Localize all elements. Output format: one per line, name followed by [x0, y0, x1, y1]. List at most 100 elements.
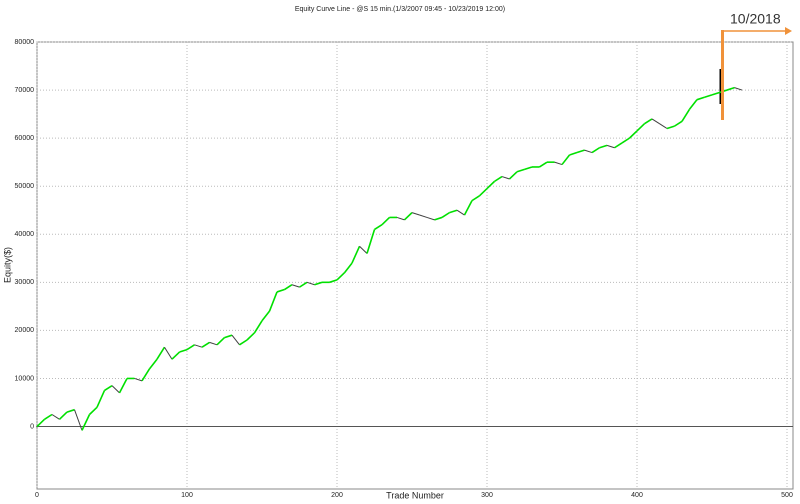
line-segment — [561, 154, 571, 166]
line-segment — [336, 272, 346, 281]
line-segment — [179, 348, 188, 353]
line-segment — [674, 120, 683, 127]
line-segment — [156, 346, 166, 360]
line-segment — [291, 284, 300, 288]
line-segment — [343, 262, 353, 274]
line-segment — [186, 344, 195, 351]
line-segment — [246, 332, 256, 341]
line-segment — [134, 377, 143, 382]
line-segment — [314, 281, 323, 286]
line-segment — [224, 334, 233, 339]
line-segment — [268, 291, 278, 312]
line-segment — [524, 166, 533, 171]
line-segment — [231, 334, 240, 346]
line-segment — [734, 87, 743, 91]
line-segment — [644, 118, 653, 125]
line-segment — [704, 94, 713, 99]
line-segment — [501, 176, 510, 180]
line-segment — [486, 180, 496, 190]
line-segment — [478, 188, 488, 197]
line-segment — [471, 195, 480, 202]
y-axis-label: Equity($) — [2, 247, 12, 283]
line-segment — [636, 123, 646, 132]
line-segment — [584, 149, 593, 154]
line-segment — [396, 216, 405, 221]
line-segment — [359, 245, 368, 254]
x-tick-label: 400 — [631, 492, 643, 499]
line-segment — [201, 341, 210, 348]
line-segment — [516, 168, 525, 173]
y-tick-label: 60000 — [15, 135, 35, 142]
x-tick-label: 200 — [331, 492, 343, 499]
y-tick-label: 80000 — [15, 39, 35, 46]
line-segment — [426, 216, 435, 221]
line-segment — [591, 147, 600, 154]
x-tick-label: 500 — [781, 492, 793, 499]
x-tick-label: 100 — [181, 492, 193, 499]
line-segment — [651, 118, 660, 125]
line-segment — [171, 351, 181, 360]
line-segment — [96, 390, 106, 408]
line-segment — [666, 125, 675, 130]
line-segment — [88, 406, 98, 416]
line-segment — [621, 137, 630, 144]
line-segment — [306, 281, 315, 286]
y-tick-label: 30000 — [15, 279, 35, 286]
x-tick-label: 300 — [481, 492, 493, 499]
x-tick-label: 0 — [35, 492, 39, 499]
line-segment — [276, 288, 285, 293]
line-segment — [688, 99, 698, 110]
line-segment — [261, 310, 271, 322]
line-segment — [681, 108, 691, 122]
annotation: 10/2018 — [730, 11, 781, 27]
line-segment — [726, 86, 735, 91]
line-segment — [463, 200, 473, 216]
line-segment — [194, 344, 203, 348]
y-tick-label: 70000 — [15, 87, 35, 94]
line-segment — [711, 91, 720, 96]
line-segment — [141, 368, 151, 382]
line-segment — [599, 144, 608, 149]
line-segment — [148, 358, 158, 370]
line-segment — [381, 216, 391, 226]
line-segment — [366, 229, 376, 254]
line-segment — [494, 175, 503, 183]
y-tick-label: 0 — [30, 423, 34, 430]
line-segment — [696, 96, 705, 101]
line-segment — [508, 171, 518, 180]
line-segment — [419, 214, 428, 218]
line-segment — [628, 130, 638, 139]
y-tick-label: 20000 — [15, 327, 35, 334]
line-segment — [66, 408, 75, 413]
line-segment — [434, 216, 443, 221]
line-segment — [441, 211, 450, 219]
line-segment — [539, 161, 548, 168]
line-segment — [403, 212, 413, 221]
line-segment — [104, 384, 113, 392]
line-segment — [51, 414, 60, 420]
line-segment — [216, 337, 226, 346]
line-segment — [614, 142, 623, 149]
x-axis-label: Trade Number — [386, 490, 444, 500]
line-segment — [36, 418, 46, 428]
line-segment — [329, 279, 338, 284]
y-tick-label: 10000 — [15, 375, 35, 382]
line-segment — [118, 378, 128, 394]
chart-title: Equity Curve Line - @S 15 min.(1/3/2007 … — [295, 6, 505, 13]
plot-frame — [36, 41, 794, 490]
arrow-head — [785, 27, 792, 35]
line-segment — [456, 209, 465, 216]
line-segment — [299, 281, 308, 288]
line-segment — [81, 414, 91, 431]
line-segment — [239, 339, 248, 346]
line-segment — [569, 151, 578, 156]
line-segment — [449, 209, 458, 214]
line-segment — [554, 161, 563, 166]
y-tick-label: 40000 — [15, 231, 35, 238]
line-segment — [164, 346, 173, 360]
line-segment — [74, 409, 83, 431]
line-segment — [659, 123, 668, 129]
line-segment — [576, 149, 585, 154]
line-segment — [411, 212, 420, 216]
